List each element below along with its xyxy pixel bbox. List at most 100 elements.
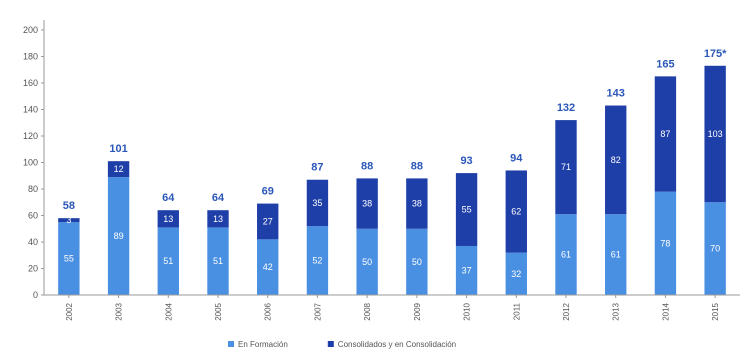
bar-segment bbox=[505, 170, 527, 253]
bar-segment bbox=[356, 178, 378, 229]
bar-segment bbox=[654, 191, 677, 295]
segment-value-label: 13 bbox=[213, 214, 223, 224]
bar-segment bbox=[605, 214, 627, 295]
bar-segment bbox=[58, 222, 80, 295]
bar-segment bbox=[406, 178, 428, 229]
x-tick-label: 2009 bbox=[413, 302, 422, 320]
x-tick-label: 2010 bbox=[463, 302, 472, 320]
segment-value-label: 38 bbox=[412, 199, 422, 209]
x-tick-label: 2013 bbox=[612, 302, 621, 320]
y-tick-label: 200 bbox=[23, 25, 38, 35]
segment-value-label: 52 bbox=[312, 256, 322, 266]
total-value-label: 88 bbox=[361, 160, 373, 172]
bar-segment bbox=[207, 210, 229, 228]
bar-segment bbox=[704, 202, 726, 295]
segment-value-label: 70 bbox=[710, 244, 720, 254]
segment-value-label: 37 bbox=[462, 265, 472, 275]
y-tick-label: 0 bbox=[33, 290, 38, 300]
segment-value-label: 89 bbox=[114, 231, 124, 241]
y-tick-label: 20 bbox=[28, 264, 38, 274]
x-tick-label: 2014 bbox=[661, 302, 670, 320]
x-tick-label: 2007 bbox=[313, 302, 322, 320]
x-tick-label: 2004 bbox=[164, 302, 173, 320]
total-value-label: 101 bbox=[109, 143, 127, 155]
total-value-label: 94 bbox=[510, 152, 523, 164]
x-axis: 2002 2003 2004 2005 2006 2007 2008 2009 2010 2011… bbox=[44, 294, 740, 321]
bar-segment bbox=[406, 228, 428, 295]
segment-value-label: 82 bbox=[611, 155, 621, 165]
segment-value-label: 32 bbox=[511, 269, 521, 279]
y-tick-label: 140 bbox=[23, 105, 38, 115]
bar-segment bbox=[207, 227, 229, 295]
bar-segment bbox=[107, 161, 130, 178]
segment-value-label: 61 bbox=[611, 250, 621, 260]
bar-segment bbox=[704, 65, 726, 203]
x-tick-label: 2015 bbox=[711, 302, 720, 320]
segment-value-label: 50 bbox=[412, 257, 422, 267]
legend-label: En Formación bbox=[238, 340, 288, 349]
y-tick-label: 80 bbox=[28, 184, 38, 194]
y-tick-label: 60 bbox=[28, 211, 38, 221]
total-value-label: 64 bbox=[162, 192, 175, 204]
segment-value-label: 13 bbox=[163, 214, 173, 224]
segment-value-label: 42 bbox=[263, 262, 273, 272]
bars: 55 3 58 89 12 101 51 13 64 51 13 64 42 27 69 52 35 87 50 38… bbox=[58, 48, 727, 295]
bar-segment bbox=[455, 173, 478, 246]
total-value-label: 132 bbox=[557, 102, 575, 114]
bar-segment bbox=[257, 239, 279, 295]
bar-segment bbox=[356, 228, 378, 295]
bar-segment bbox=[306, 226, 329, 295]
segment-value-label: 27 bbox=[263, 216, 273, 226]
legend-swatch bbox=[228, 341, 234, 347]
segment-value-label: 62 bbox=[511, 207, 521, 217]
bar-segment bbox=[654, 76, 677, 192]
total-value-label: 175* bbox=[704, 48, 727, 60]
bar-segment bbox=[157, 227, 179, 295]
total-value-label: 93 bbox=[460, 155, 472, 167]
segment-value-label: 38 bbox=[362, 199, 372, 209]
bar-segment bbox=[555, 214, 577, 295]
bar-segment bbox=[306, 179, 329, 227]
segment-value-label: 3 bbox=[66, 215, 71, 225]
x-tick-label: 2006 bbox=[264, 302, 273, 320]
x-tick-label: 2005 bbox=[214, 302, 223, 320]
total-value-label: 64 bbox=[212, 192, 225, 204]
segment-value-label: 51 bbox=[213, 256, 223, 266]
bar-segment bbox=[505, 252, 527, 295]
x-tick-label: 2011 bbox=[512, 302, 521, 320]
legend: En Formación Consolidados y en Consolidac… bbox=[228, 340, 456, 349]
bar-segment bbox=[58, 218, 80, 223]
y-tick-label: 160 bbox=[23, 78, 38, 88]
segment-value-label: 51 bbox=[163, 256, 173, 266]
x-tick-label: 2002 bbox=[65, 302, 74, 320]
segment-value-label: 55 bbox=[64, 254, 74, 264]
x-tick-label: 2008 bbox=[363, 302, 372, 320]
segment-value-label: 71 bbox=[561, 162, 571, 172]
bar-segment bbox=[455, 245, 478, 295]
total-value-label: 165 bbox=[656, 58, 674, 70]
bar-segment bbox=[107, 177, 130, 295]
bar-segment bbox=[605, 105, 627, 215]
segment-value-label: 35 bbox=[312, 198, 322, 208]
bar-segment bbox=[157, 210, 179, 228]
bar-segment bbox=[257, 203, 279, 240]
bar-segment bbox=[555, 120, 577, 215]
segment-value-label: 87 bbox=[660, 129, 670, 139]
x-tick-label: 2012 bbox=[562, 302, 571, 320]
total-value-label: 88 bbox=[411, 160, 423, 172]
total-value-label: 69 bbox=[262, 186, 274, 198]
segment-value-label: 61 bbox=[561, 250, 571, 260]
segment-value-label: 12 bbox=[114, 164, 124, 174]
total-value-label: 143 bbox=[607, 88, 625, 100]
y-tick-label: 120 bbox=[23, 131, 38, 141]
y-tick-label: 100 bbox=[23, 158, 38, 168]
x-tick-label: 2003 bbox=[115, 302, 124, 320]
y-tick-label: 40 bbox=[28, 237, 38, 247]
total-value-label: 87 bbox=[311, 162, 323, 174]
legend-swatch bbox=[327, 341, 334, 347]
total-value-label: 58 bbox=[63, 200, 75, 212]
segment-value-label: 78 bbox=[660, 238, 670, 248]
segment-value-label: 50 bbox=[362, 257, 372, 267]
legend-label: Consolidados y en Consolidación bbox=[338, 340, 456, 349]
